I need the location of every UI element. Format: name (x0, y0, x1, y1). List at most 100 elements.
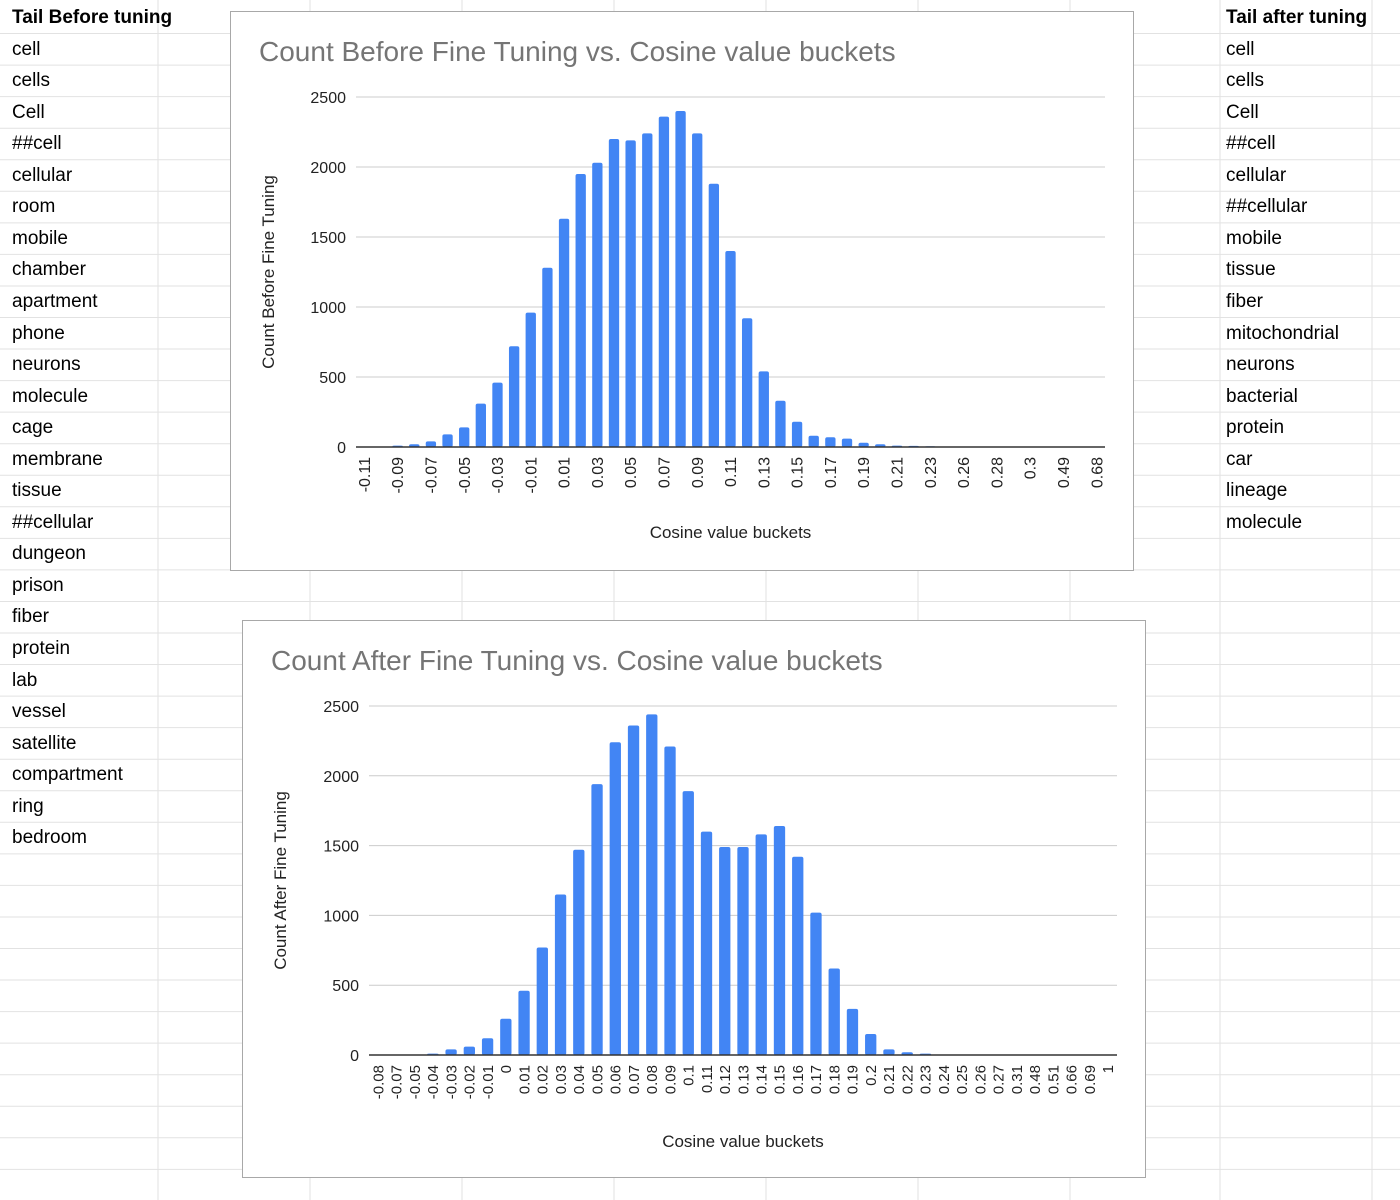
left-list-item[interactable]: neurons (12, 354, 81, 376)
left-list-item[interactable]: dungeon (12, 543, 86, 565)
left-list-item[interactable]: room (12, 196, 56, 218)
y-tick-label: 0 (337, 440, 346, 457)
x-tick-label: -0.05 (457, 457, 474, 494)
left-list-item[interactable]: bedroom (12, 827, 87, 849)
right-list-item[interactable]: mitochondrial (1226, 322, 1339, 344)
bar (791, 421, 803, 447)
left-list-item[interactable]: protein (12, 638, 71, 659)
right-list-header[interactable]: Tail after tuning (1226, 7, 1368, 28)
x-tick-label: 0.11 (699, 1065, 716, 1093)
left-list-item[interactable]: Cell (12, 101, 45, 123)
left-list-item[interactable]: chamber (12, 259, 86, 281)
bar (425, 441, 437, 447)
right-list-item[interactable]: car (1226, 448, 1253, 470)
chart-before-fine-tuning[interactable]: Count Before Fine Tuning vs. Cosine valu… (230, 11, 1134, 571)
x-tick-label: 0.07 (626, 1065, 643, 1094)
right-list-item[interactable]: cell (1226, 38, 1255, 60)
right-list-item[interactable]: mobile (1226, 227, 1282, 249)
left-list-item[interactable]: vessel (12, 701, 66, 723)
x-tick-label: 0.11 (723, 457, 740, 487)
bar (646, 714, 658, 1055)
x-tick-label: 1 (1100, 1065, 1117, 1073)
bar (719, 846, 731, 1055)
bar (442, 434, 453, 447)
right-list-item[interactable]: cellular (1226, 164, 1287, 186)
right-list-item[interactable]: ##cell (1226, 133, 1276, 155)
left-list-item[interactable]: cage (12, 417, 54, 439)
x-tick-label: 0.28 (989, 457, 1006, 488)
bar (700, 831, 713, 1055)
left-list-item[interactable]: lab (12, 669, 38, 691)
left-list-item[interactable]: cell (12, 38, 41, 60)
right-list-item[interactable]: neurons (1226, 354, 1295, 376)
x-tick-label: 0.26 (972, 1065, 989, 1094)
x-tick-label: 0.07 (657, 457, 674, 488)
bar (725, 251, 736, 447)
x-tick-label: 0.04 (571, 1065, 588, 1094)
left-list-header[interactable]: Tail Before tuning (12, 7, 173, 28)
left-list-item[interactable]: membrane (12, 448, 103, 470)
right-list-item[interactable]: Cell (1226, 101, 1259, 123)
bar (542, 267, 553, 447)
x-tick-label: 0.05 (589, 1065, 606, 1094)
left-list-item[interactable]: ##cell (12, 133, 62, 155)
chart-after-fine-tuning[interactable]: Count After Fine Tuning vs. Cosine value… (242, 620, 1146, 1178)
y-tick-label: 1500 (323, 839, 359, 856)
x-tick-label: 0.01 (516, 1065, 533, 1094)
bar (841, 438, 853, 447)
x-axis-title: Cosine value buckets (650, 523, 812, 542)
bar (642, 133, 653, 447)
x-tick-label: 0.18 (826, 1065, 843, 1094)
left-list-item[interactable]: cellular (12, 164, 73, 186)
x-tick-label: -0.07 (389, 1065, 406, 1099)
left-list-item[interactable]: compartment (12, 764, 123, 786)
x-tick-label: 0.13 (756, 457, 773, 488)
left-list-item[interactable]: ##cellular (12, 511, 94, 533)
bar (492, 382, 503, 447)
right-list-item[interactable]: fiber (1226, 290, 1263, 312)
y-tick-label: 500 (332, 978, 359, 995)
x-tick-label: 0.23 (918, 1065, 935, 1094)
bar (775, 400, 786, 447)
x-tick-label: -0.07 (424, 457, 441, 494)
x-tick-label: 0.17 (808, 1065, 825, 1094)
left-list-item[interactable]: tissue (12, 480, 62, 502)
left-list-item[interactable]: phone (12, 322, 65, 344)
right-list-item[interactable]: molecule (1226, 511, 1303, 533)
right-list-item[interactable]: protein (1226, 417, 1285, 439)
bar (591, 784, 603, 1055)
left-list-item[interactable]: molecule (12, 385, 89, 407)
x-tick-label: 0.1 (681, 1065, 698, 1086)
x-tick-label: 0.22 (899, 1065, 916, 1094)
x-tick-label: 0.31 (1009, 1065, 1026, 1094)
right-list-item[interactable]: ##cellular (1226, 196, 1308, 218)
right-list-item[interactable]: lineage (1226, 480, 1288, 502)
left-list-item[interactable]: apartment (12, 290, 98, 312)
x-tick-label: 0.19 (856, 457, 873, 488)
x-tick-label: -0.03 (490, 457, 507, 494)
bar (692, 133, 703, 447)
x-tick-label: 0.49 (1056, 457, 1073, 488)
right-list-item[interactable]: bacterial (1226, 385, 1298, 407)
left-list-item[interactable]: prison (12, 574, 64, 596)
bar (737, 846, 749, 1055)
left-list-item[interactable]: cells (12, 70, 51, 92)
bar (525, 312, 536, 447)
x-tick-label: -0.08 (370, 1065, 387, 1099)
right-list-item[interactable]: tissue (1226, 259, 1276, 281)
x-tick-label: 0.17 (823, 457, 840, 488)
x-tick-label: 0.26 (956, 457, 973, 488)
left-list-item[interactable]: mobile (12, 227, 68, 249)
bar (825, 437, 836, 447)
bar (508, 346, 520, 447)
left-list-item[interactable]: ring (12, 795, 44, 817)
right-list-item[interactable]: cells (1226, 70, 1265, 92)
left-list-item[interactable]: satellite (12, 732, 77, 754)
left-list-item[interactable]: fiber (12, 606, 49, 628)
x-tick-label: 0.03 (590, 457, 607, 488)
bar (459, 427, 470, 447)
x-axis-title: Cosine value buckets (662, 1132, 824, 1151)
x-tick-label: -0.05 (407, 1065, 424, 1099)
x-tick-label: 0.48 (1027, 1065, 1044, 1094)
x-tick-label: 0.08 (644, 1065, 661, 1094)
